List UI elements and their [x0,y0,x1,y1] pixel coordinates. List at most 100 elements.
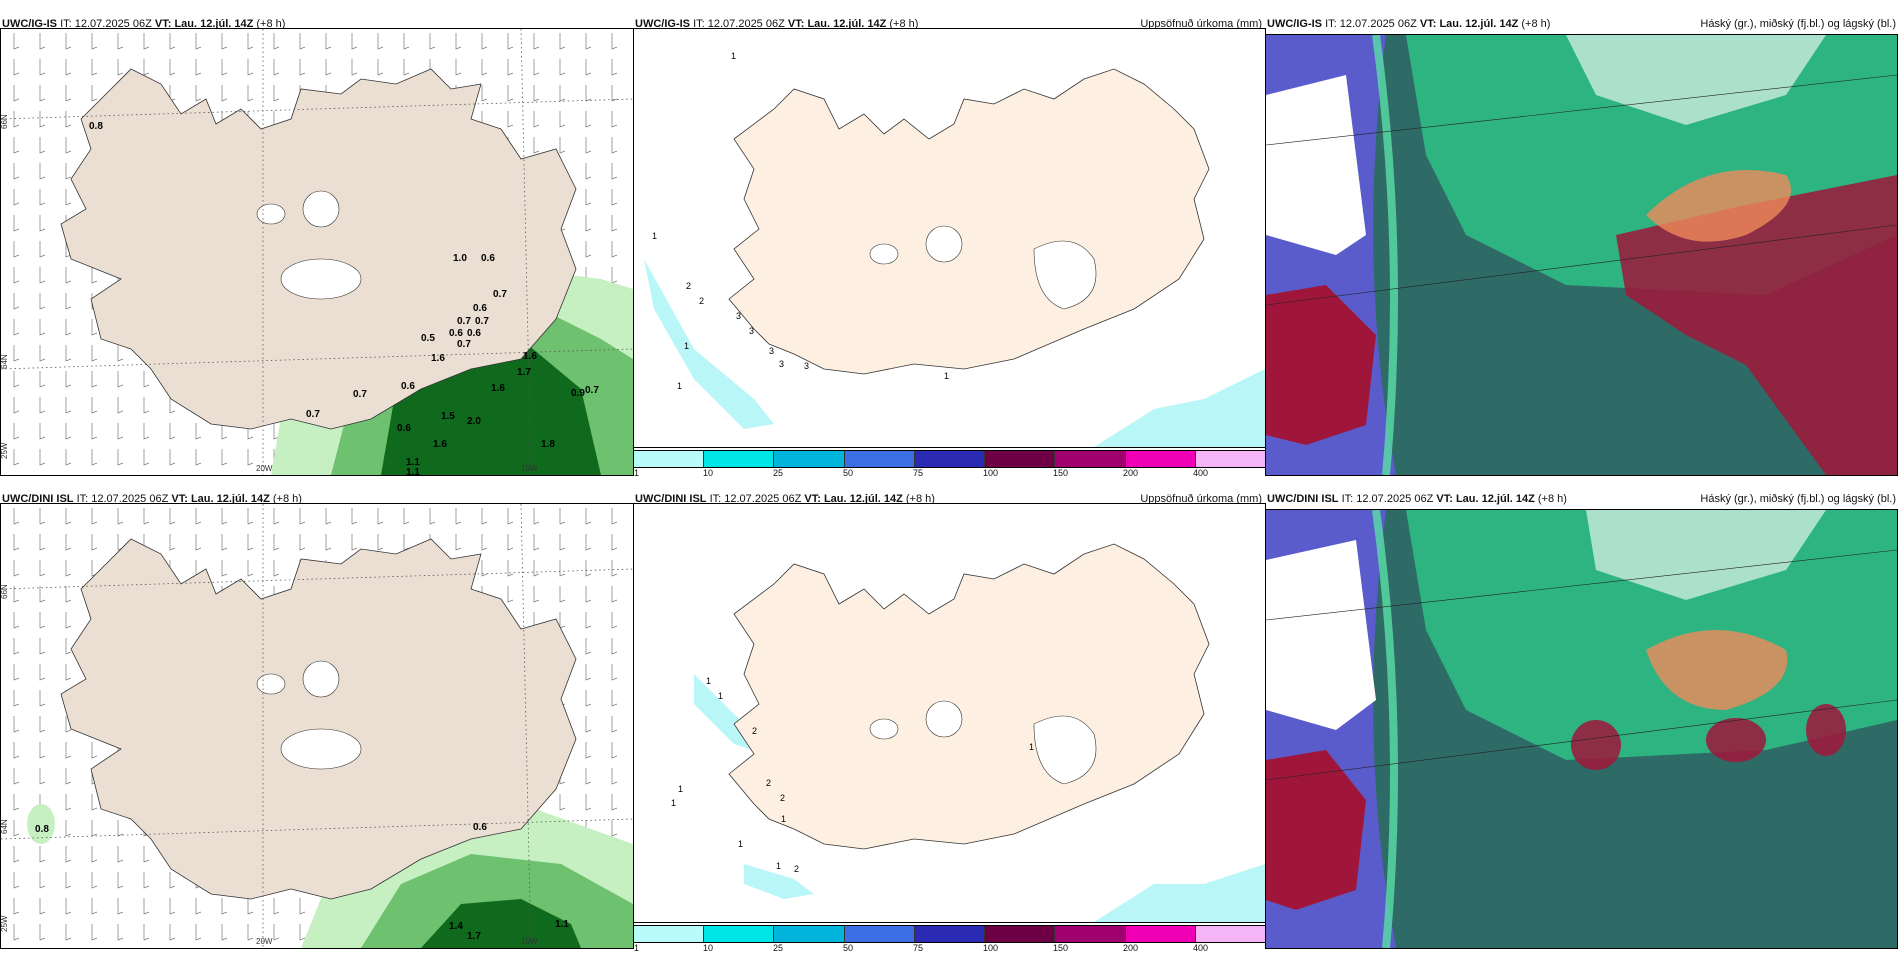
colorbar-tick: 1 [634,468,640,478]
wind-header-2: UWC/DINI ISL IT: 12.07.2025 06Z VT: Lau.… [0,489,634,509]
colorbar-tick: 50 [843,943,854,953]
colorbar-swatch [634,451,705,467]
precip-header-1: UWC/IG-IS IT: 12.07.2025 06Z VT: Lau. 12… [633,14,1266,34]
model-name: UWC/DINI ISL [635,493,707,505]
iceland-land [60,538,577,900]
precip-shade [644,259,774,429]
wind-map-2[interactable]: 66N 64N 25W 20W 15W 0.8 0.6 1.4 1.7 1.1 [0,503,634,949]
precip-value-label: 1 [738,839,743,849]
colorbar-swatch [1055,926,1126,942]
vt-label: VT: [804,493,821,505]
colorbar-swatch [914,451,986,467]
wind-labels: 0.8 0.6 1.4 1.7 1.1 [35,822,569,942]
lat-label: 66N [1,584,9,599]
vt-value: Lau. 12.júl. 14Z [1455,493,1535,505]
iceland-land [60,68,577,430]
vt-value: Lau. 12.júl. 14Z [807,18,887,30]
wind-value-label: 0.7 [353,389,367,400]
vt-label: VT: [171,493,188,505]
it-label: IT: [709,493,722,505]
lead-time: (+8 h) [256,18,286,30]
wind-value-label: 0.7 [457,316,471,327]
wind-shade-dark [421,899,581,948]
wind-value-label: 1.6 [433,439,447,450]
vt-value: Lau. 12.júl. 14Z [1439,18,1519,30]
cloud-map-svg [1266,35,1897,475]
glacier [869,718,899,740]
wind-value-label: 1.5 [441,411,455,422]
colorbar-tick: 75 [913,468,924,478]
precip-value-label: 1 [684,341,689,351]
lead-time: (+8 h) [1537,493,1567,505]
it-label: IT: [60,18,72,30]
cloud-panel-1: UWC/IG-IS IT: 12.07.2025 06Z VT: Lau. 12… [1265,14,1900,476]
cloud-map-2[interactable] [1265,509,1898,949]
colorbar-tick: 10 [703,468,714,478]
wind-value-label: 0.8 [35,824,49,835]
wind-value-label: 1.6 [431,353,445,364]
wind-panel-2: UWC/DINI ISL IT: 12.07.2025 06Z VT: Lau.… [0,489,634,949]
wind-value-label: 0.5 [421,333,435,344]
it-label: IT: [1325,18,1337,30]
colorbar-tick: 200 [1123,468,1139,478]
colorbar-swatch [1055,451,1126,467]
precip-title: Uppsöfnuð úrkoma (mm) [1140,18,1262,30]
it-value: 12.07.2025 06Z [1356,493,1434,505]
colorbar-swatch [1125,451,1196,467]
model-name: UWC/IG-IS [635,18,690,30]
colorbar-2 [633,925,1266,943]
lat-label: 64N [1,354,9,369]
wind-value-label: 0.7 [306,409,320,420]
cloud-header-1: UWC/IG-IS IT: 12.07.2025 06Z VT: Lau. 12… [1265,14,1900,34]
precip-value-label: 1 [706,676,711,686]
precip-value-label: 1 [944,371,949,381]
precip-title: Uppsöfnuð úrkoma (mm) [1140,493,1262,505]
wind-value-label: 1.7 [517,367,531,378]
glacier [869,243,899,265]
wind-value-label: 0.6 [481,253,495,264]
colorbar-tick: 150 [1053,943,1069,953]
wind-map-1[interactable]: 66N 64N 25W 20W 15W 0.8 1.0 0.6 0.6 0.7 … [0,28,634,476]
precip-value-label: 1 [731,51,736,61]
cloud-title: Háský (gr.), miðský (fj.bl.) og lágský (… [1700,493,1896,505]
vt-label: VT: [787,18,805,30]
precip-panel-1: UWC/IG-IS IT: 12.07.2025 06Z VT: Lau. 12… [633,14,1266,478]
precip-value-label: 1 [678,784,683,794]
it-label: IT: [1341,493,1354,505]
wind-value-label: 2.0 [467,416,481,427]
it-value: 12.07.2025 06Z [707,18,785,30]
wind-header-1: UWC/IG-IS IT: 12.07.2025 06Z VT: Lau. 12… [0,14,634,34]
precip-map-1[interactable]: 1 2 2 3 3 3 3 3 1 1 1 1 [633,28,1266,448]
colorbar-swatch [914,926,986,942]
glacier [256,203,286,225]
precip-value-label: 2 [766,778,771,788]
vt-value: Lau. 12.júl. 14Z [174,18,254,30]
colorbar-tick: 150 [1053,468,1069,478]
colorbar-swatch [1125,926,1196,942]
precip-value-label: 3 [804,361,809,371]
precip-labels: 1 2 2 3 3 3 3 3 1 1 1 1 [652,51,949,391]
lon-label: 15W [521,464,538,473]
precip-value-label: 1 [718,691,723,701]
cloud-header-2: UWC/DINI ISL IT: 12.07.2025 06Z VT: Lau.… [1265,489,1900,509]
colorbar-swatch [774,451,845,467]
precip-value-label: 3 [749,326,754,336]
precip-map-2[interactable]: 1 1 2 1 1 2 2 1 1 1 2 1 [633,503,1266,923]
colorbar-swatch [844,451,915,467]
wind-value-label: 1.1 [406,457,420,468]
wind-value-label: 1.0 [453,253,467,264]
wind-value-label: 0.6 [401,381,415,392]
wind-map-svg: 66N 64N 25W 20W 15W 0.8 1.0 0.6 0.6 0.7 … [1,29,633,475]
wind-value-label: 0.7 [457,339,471,350]
wind-value-label: 1.1 [406,467,420,475]
colorbar-swatch [634,926,705,942]
cloud-map-1[interactable] [1265,34,1898,476]
precip-shade [1094,864,1265,922]
vt-label: VT: [1419,18,1437,30]
glacier [302,660,340,698]
lat-label: 66N [1,114,9,129]
vt-value: Lau. 12.júl. 14Z [190,493,270,505]
colorbar-swatch [704,926,775,942]
colorbar-swatch [774,926,845,942]
lon-label: 25W [1,915,9,932]
